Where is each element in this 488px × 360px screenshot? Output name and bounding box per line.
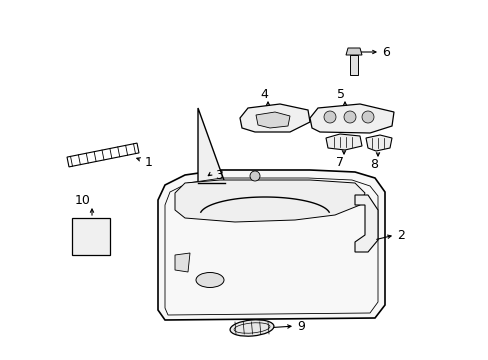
Text: 7: 7 xyxy=(335,156,343,168)
Polygon shape xyxy=(72,218,110,255)
Ellipse shape xyxy=(229,320,273,336)
Polygon shape xyxy=(365,135,391,151)
Text: 2: 2 xyxy=(396,229,404,242)
Polygon shape xyxy=(158,170,384,320)
Text: 8: 8 xyxy=(369,158,377,171)
Polygon shape xyxy=(240,104,309,132)
Text: 5: 5 xyxy=(336,87,345,100)
Text: 4: 4 xyxy=(260,87,267,100)
Text: 6: 6 xyxy=(381,45,389,59)
Polygon shape xyxy=(198,108,224,183)
Text: 3: 3 xyxy=(215,168,223,181)
Text: 9: 9 xyxy=(296,320,304,333)
Polygon shape xyxy=(175,253,190,272)
Polygon shape xyxy=(325,134,361,150)
Ellipse shape xyxy=(196,273,224,288)
Circle shape xyxy=(361,111,373,123)
Polygon shape xyxy=(346,48,361,55)
Circle shape xyxy=(324,111,335,123)
Polygon shape xyxy=(349,55,357,75)
Polygon shape xyxy=(175,180,364,222)
Polygon shape xyxy=(354,195,377,252)
Text: 10: 10 xyxy=(75,194,91,207)
Text: 1: 1 xyxy=(145,156,153,168)
Circle shape xyxy=(343,111,355,123)
Circle shape xyxy=(249,171,260,181)
Polygon shape xyxy=(309,104,393,133)
Polygon shape xyxy=(256,112,289,128)
